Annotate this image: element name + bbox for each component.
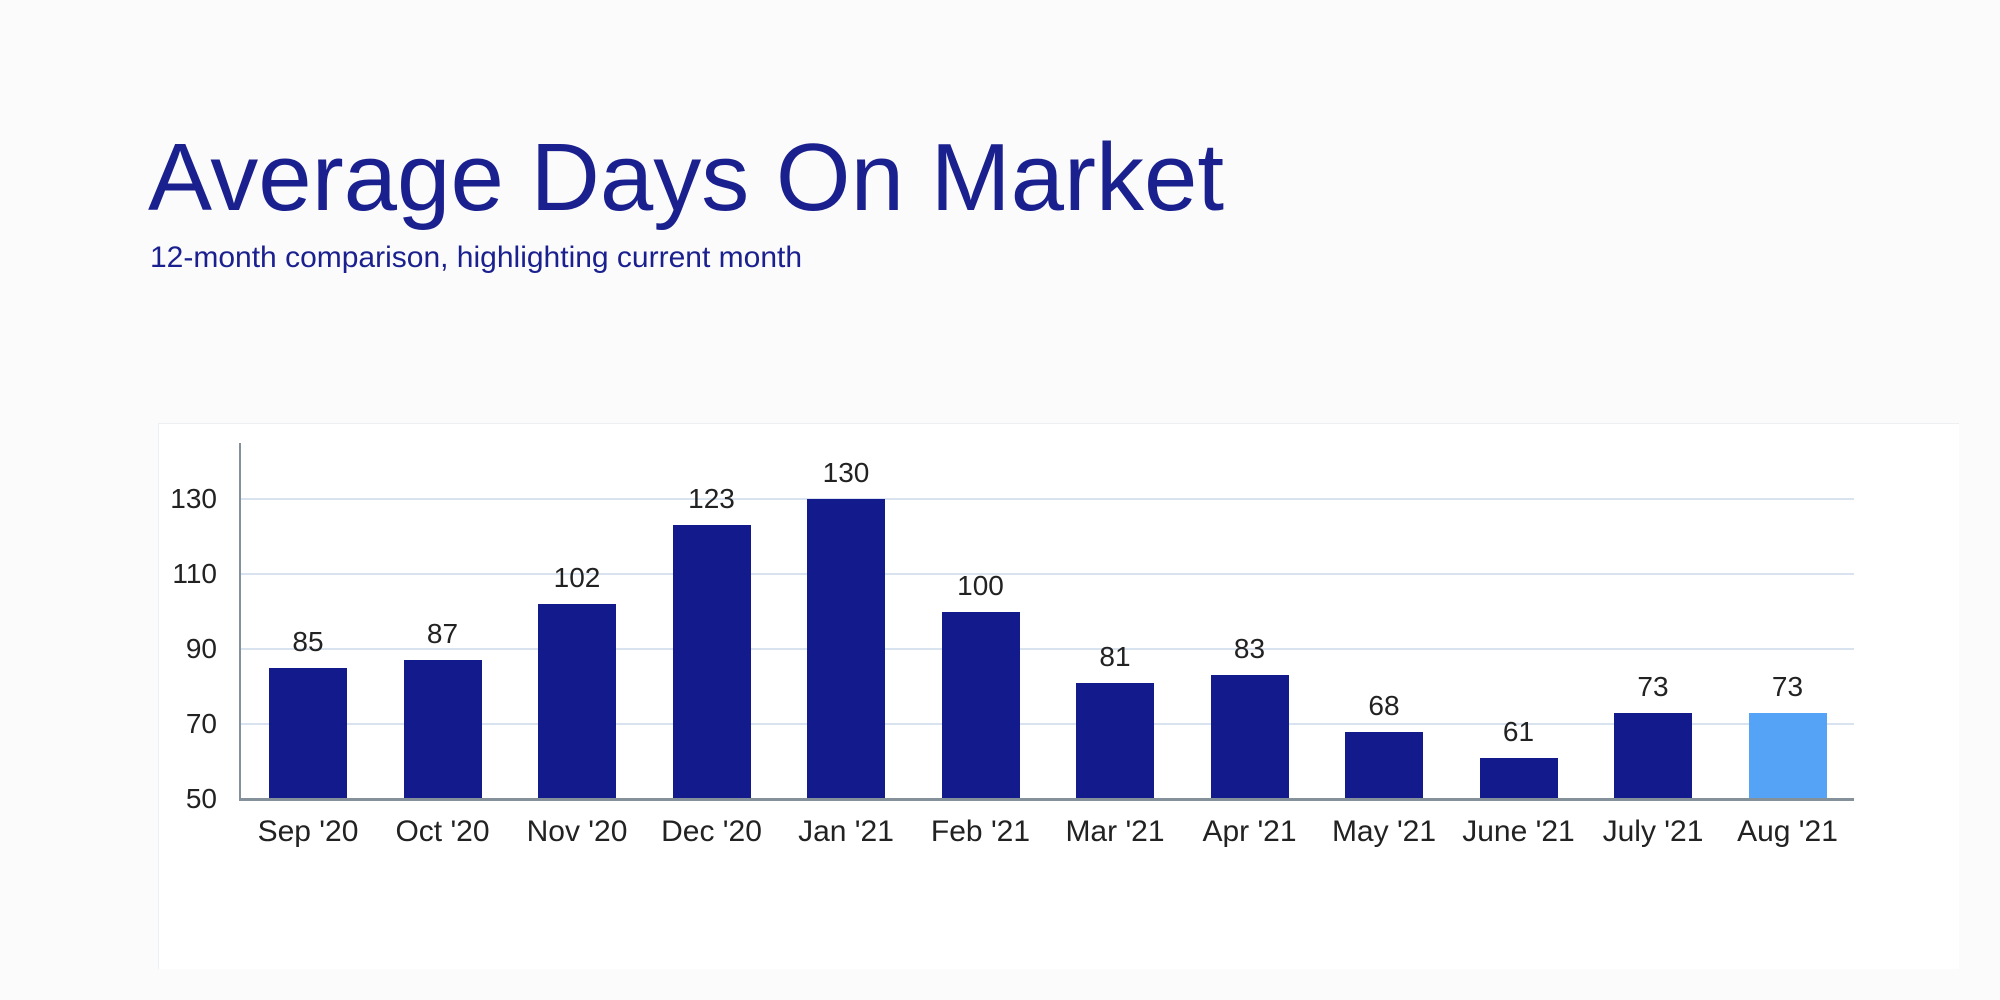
x-tick-label: May '21 [1331, 815, 1437, 848]
bar [269, 667, 347, 799]
x-tick-label: Jan '21 [798, 815, 894, 848]
x-tick-label: Dec '20 [661, 815, 762, 848]
bar [1479, 757, 1558, 799]
bar [403, 660, 482, 799]
bar [941, 611, 1020, 799]
bar [672, 525, 751, 799]
gridline [241, 648, 1854, 651]
y-tick-label: 130 [170, 483, 217, 515]
bar-value-label: 73 [1771, 670, 1804, 702]
bar-value-label: 83 [1233, 633, 1266, 665]
bar-highlighted [1748, 712, 1827, 799]
bar [1076, 682, 1154, 799]
y-tick-label: 70 [185, 708, 217, 740]
bar-chart: 130 110 90 70 50 85 Sep '20 87 Oct '20 102 Nov '20… [170, 443, 1854, 848]
bar-value-label: 130 [822, 457, 870, 489]
x-tick-label: Apr '21 [1202, 815, 1297, 848]
bar [1345, 731, 1423, 799]
x-tick-label: July '21 [1602, 815, 1704, 848]
y-tick-label: 50 [185, 783, 217, 814]
bar-value-label: 81 [1099, 640, 1131, 672]
bar-value-label: 61 [1502, 715, 1535, 747]
bar-value-label: 87 [426, 618, 459, 650]
chart-panel: 130 110 90 70 50 85 Sep '20 87 Oct '20 102 Nov '20… [158, 423, 1959, 969]
y-axis-line [239, 443, 241, 801]
bar-value-label: 73 [1637, 670, 1669, 702]
page-subtitle: 12-month comparison, highlighting curren… [150, 241, 803, 274]
x-tick-label: Nov '20 [526, 815, 628, 848]
bar-value-label: 102 [553, 562, 601, 594]
x-tick-label: Feb '21 [930, 815, 1031, 848]
bar-value-label: 85 [292, 625, 324, 657]
x-axis-line [239, 798, 1854, 801]
x-tick-label: Aug '21 [1737, 815, 1838, 848]
y-tick-label: 110 [172, 558, 217, 590]
bar-value-label: 123 [688, 483, 735, 515]
page-title: Average Days On Market [148, 124, 1225, 231]
gridline [241, 723, 1854, 726]
x-tick-label: Oct '20 [395, 815, 490, 848]
bar [807, 499, 885, 799]
gridline [241, 573, 1854, 576]
x-tick-label: June '21 [1462, 815, 1575, 848]
x-tick-label: Sep '20 [257, 815, 359, 848]
y-tick-label: 90 [185, 633, 217, 665]
bar [1210, 675, 1289, 799]
bar-value-label: 100 [957, 569, 1004, 601]
bar [1614, 712, 1692, 799]
x-tick-label: Mar '21 [1065, 815, 1165, 848]
bar-value-label: 68 [1368, 689, 1400, 721]
gridline [241, 498, 1854, 501]
bar [538, 604, 616, 799]
